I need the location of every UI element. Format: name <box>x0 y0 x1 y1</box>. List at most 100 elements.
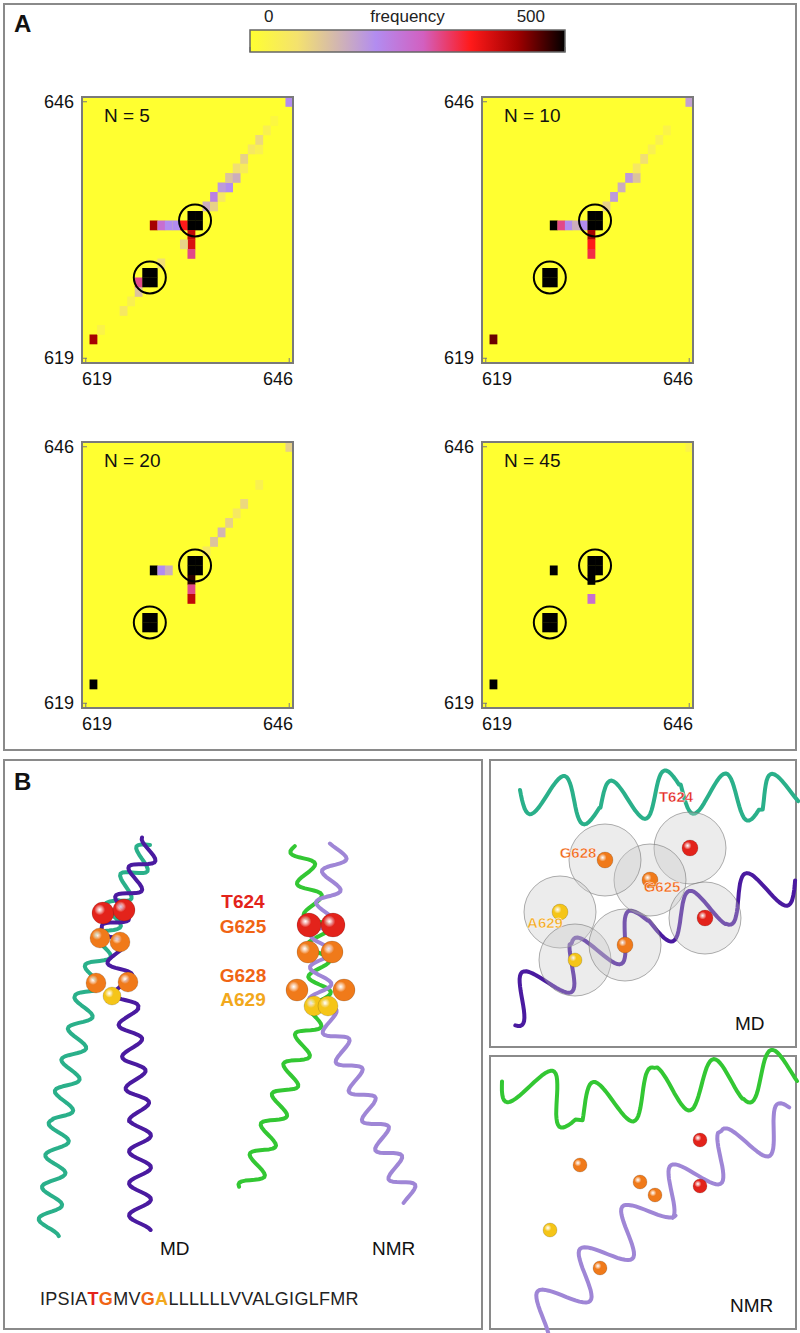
sequence-segment: IPSIA <box>40 1289 88 1309</box>
heat-cell <box>210 202 218 212</box>
heat-cell <box>550 268 558 278</box>
heat-cell <box>625 173 633 183</box>
plot-frame <box>482 97 693 363</box>
heat-cell <box>225 173 233 183</box>
contact-circle <box>179 205 211 237</box>
x-tick-label: 646 <box>663 369 693 389</box>
x-tick <box>689 703 690 708</box>
heat-cell <box>270 116 278 126</box>
heat-cell <box>648 145 656 155</box>
heat-cell <box>225 518 233 528</box>
plot-background <box>82 442 293 708</box>
y-tick-label: 619 <box>44 693 74 713</box>
cells <box>490 97 693 344</box>
heat-cell <box>188 594 196 604</box>
heat-cell <box>210 192 218 202</box>
helix-ribbon <box>536 1103 789 1333</box>
heat-cell <box>663 126 671 136</box>
heat-cell <box>550 566 558 576</box>
sequence-segment: T <box>88 1289 99 1309</box>
zoom-residue-label: A629 <box>527 914 563 931</box>
y-tick-label: 646 <box>444 437 474 457</box>
heat-cell <box>157 566 165 576</box>
heat-cell <box>195 566 203 576</box>
atom-sphere <box>617 937 633 953</box>
heat-cell <box>150 623 158 633</box>
x-tick-label: 646 <box>263 714 293 734</box>
helix-ribbon <box>520 771 798 825</box>
sequence-segment: A <box>155 1289 168 1309</box>
heat-cell <box>588 211 596 221</box>
heat-cell <box>640 154 648 164</box>
heat-cell <box>165 566 173 576</box>
heat-cell <box>188 556 196 566</box>
heat-cell <box>618 183 626 193</box>
heat-cell <box>595 211 603 221</box>
atom-sphere <box>286 979 308 1001</box>
heat-cell <box>210 537 218 547</box>
heat-cell <box>490 335 498 345</box>
contact-circle <box>534 262 566 294</box>
contact-circle <box>134 607 166 639</box>
plot-background <box>482 442 693 708</box>
atom-sphere <box>318 996 338 1016</box>
zoom-label: MD <box>735 1013 765 1034</box>
atom-sphere <box>597 852 613 868</box>
heat-cell <box>150 268 158 278</box>
atom-sphere <box>543 1223 557 1237</box>
heat-cell <box>142 278 150 288</box>
heat-cell <box>97 325 105 335</box>
panel-a-frame <box>4 4 796 750</box>
residue-label: A629 <box>220 989 265 1010</box>
heat-cell <box>180 240 188 250</box>
heat-cell <box>588 556 596 566</box>
x-tick <box>689 358 690 363</box>
heat-cell <box>150 278 158 288</box>
heat-cell <box>240 499 248 509</box>
heat-cell <box>557 221 565 231</box>
zoom-residue-label: G625 <box>644 878 681 895</box>
atom-sphere <box>297 941 319 963</box>
atom-sphere <box>86 973 106 993</box>
contact-circle <box>534 607 566 639</box>
x-tick-label: 619 <box>82 369 112 389</box>
heat-cell <box>655 135 663 145</box>
atom-sphere <box>92 902 114 924</box>
heatmap: N = 20619646619646 <box>44 437 293 734</box>
sequence-segment: G <box>99 1289 113 1309</box>
cells <box>90 97 293 344</box>
heat-cell <box>188 566 196 576</box>
atom-sphere <box>633 1175 647 1189</box>
heat-cell <box>550 221 558 231</box>
heat-cell <box>218 192 226 202</box>
heat-cell <box>633 173 641 183</box>
heatmap-title: N = 20 <box>104 450 161 471</box>
sequence: IPSIATGMVGALLLLLLVVALGIGLFMR <box>40 1289 359 1309</box>
atom-sphere <box>593 1261 607 1275</box>
heat-cell <box>588 221 596 231</box>
zoom-label: NMR <box>730 1295 773 1316</box>
x-tick <box>289 358 290 363</box>
y-tick-label: 619 <box>444 693 474 713</box>
y-tick <box>82 358 87 359</box>
residue-label: T624 <box>221 891 265 912</box>
y-tick <box>482 358 487 359</box>
x-tick-label: 619 <box>82 714 112 734</box>
heat-cell <box>240 154 248 164</box>
heat-cell <box>263 126 271 136</box>
color-bar-tick <box>565 47 566 52</box>
plot-background <box>482 97 693 363</box>
contact-circle <box>579 550 611 582</box>
heat-cell <box>542 268 550 278</box>
heatmap: N = 10619646619646 <box>444 92 693 389</box>
heat-cell <box>550 278 558 288</box>
atom-sphere <box>321 913 345 937</box>
cells <box>90 442 293 689</box>
atom-sphere <box>118 972 138 992</box>
structure-label: NMR <box>372 1238 415 1259</box>
heat-cell <box>90 680 98 690</box>
heat-cell <box>542 613 550 623</box>
heat-cell <box>285 97 293 107</box>
heatmap-title: N = 5 <box>104 105 150 126</box>
atom-sphere <box>103 987 121 1005</box>
